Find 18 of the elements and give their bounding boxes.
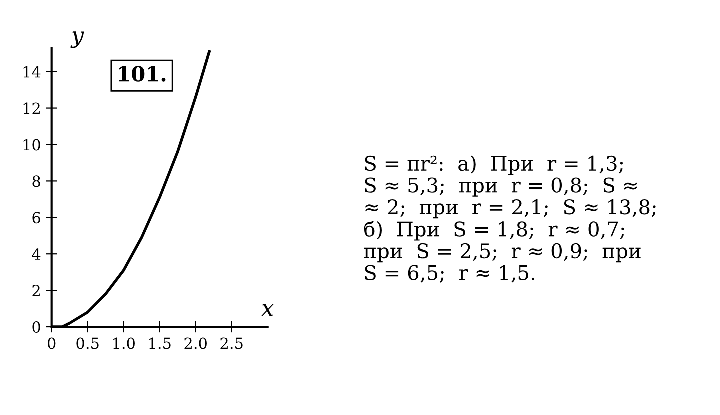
y-tick-label: 4 — [32, 248, 41, 260]
x-axis-title: x — [262, 304, 274, 316]
y-tick-label: 6 — [32, 212, 40, 224]
y-tick-label: 12 — [24, 102, 40, 114]
x-tick-label: 1.5 — [150, 338, 171, 350]
x-tick-label: 0 — [48, 338, 56, 350]
y-axis-title: y — [70, 32, 84, 48]
y-tick-label: 8 — [32, 176, 40, 188]
y-tick-label: 2 — [32, 285, 40, 296]
y-tick-label: 0 — [32, 321, 40, 334]
x-tick-label: 0.5 — [76, 338, 99, 350]
y-tick-label: 10 — [24, 139, 40, 151]
y-tick-label: 14 — [24, 66, 41, 78]
annotation: 101. — [119, 66, 166, 82]
x-tick-label: 1.0 — [114, 338, 135, 350]
text: S = πr²: а) При r = 1,3; S ≈ 5,3; при r = 0,8; S ≈ ≈ 2; при r = 2,1; S ≈ 13,8; б) При S = 1,8; r ≈ 0,7; при S = 2,5; r ≈ 0,9; при S = 6,5; r ≈ 1,5. — [364, 156, 656, 283]
x-tick-label: 2.5 — [220, 338, 243, 350]
x-tick-label: 2.0 — [184, 338, 207, 350]
